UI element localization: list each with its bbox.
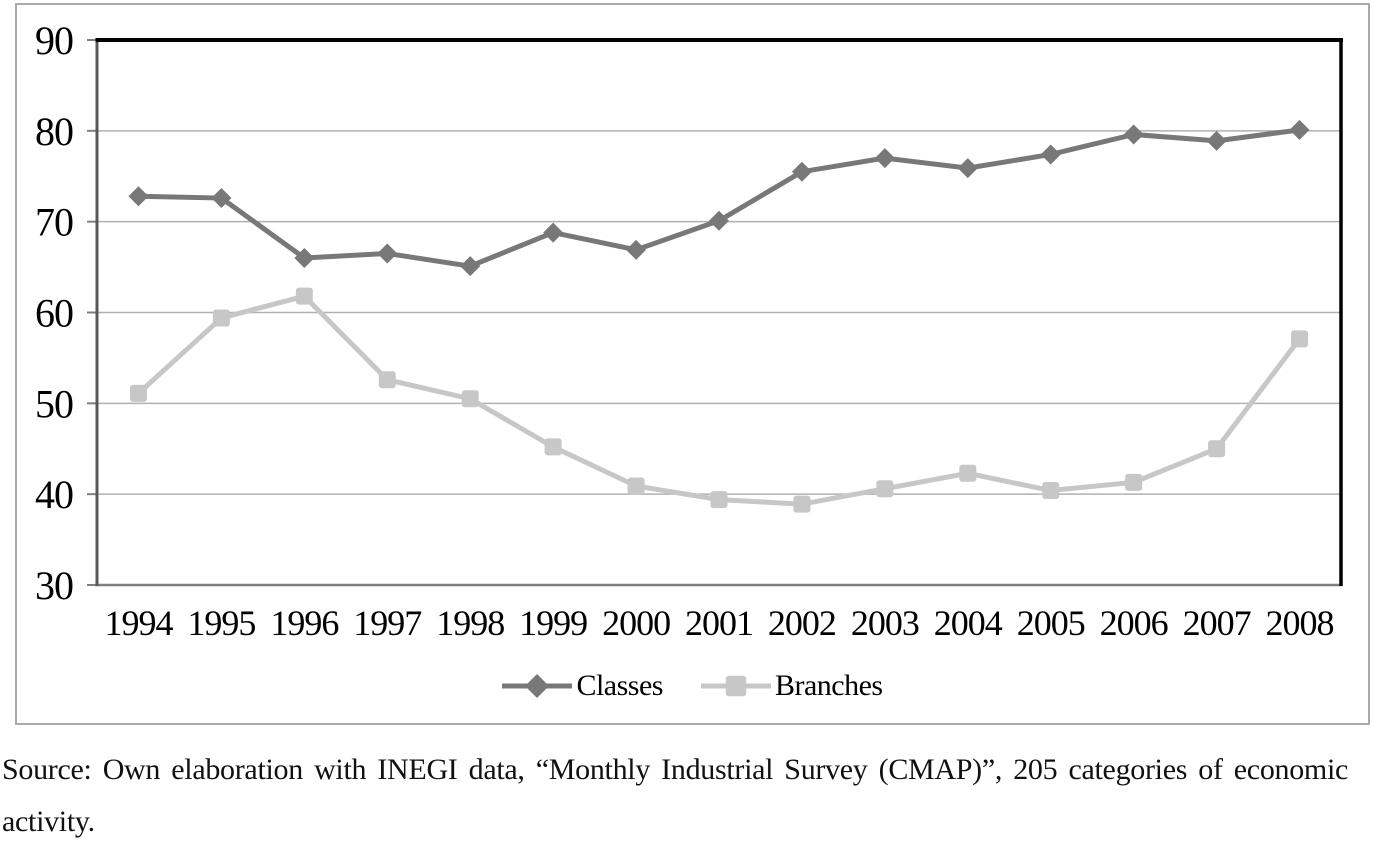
series-classes-marker [1123,124,1144,145]
series-branches-marker [378,371,396,389]
series-branches-marker [461,390,479,408]
legend: Classes Branches [17,660,1368,712]
series-branches-marker [544,438,562,456]
x-tick-label: 1995 [187,603,255,643]
x-tick-label: 2002 [768,603,836,643]
y-tick-label: 80 [35,109,73,154]
x-tick-label: 2005 [1017,603,1085,643]
series-classes-marker [294,248,315,268]
series-branches-marker [129,384,147,402]
series-branches-marker [212,309,230,327]
series-branches-marker [1125,473,1143,491]
source-note-line-1: Source: Own elaboration with INEGI data,… [2,753,1348,786]
series-branches-marker [876,480,894,498]
series-classes-marker [791,161,812,182]
x-tick-label: 2004 [934,603,1003,643]
y-tick-label: 50 [35,381,73,426]
series-branches-marker [1042,482,1060,500]
series-classes-marker [709,210,729,231]
branches-line-marker-icon [700,675,771,697]
legend-marker-shape [725,675,747,697]
y-tick-label: 40 [35,472,73,517]
x-tick-label: 1996 [270,603,338,643]
series-classes-marker [1289,119,1310,140]
x-tick-label: 2007 [1183,603,1251,643]
series-branches-marker [710,491,728,509]
series-branches-marker [1291,330,1309,348]
series-classes-marker [1206,130,1227,151]
series-branches-marker [959,464,977,482]
series-classes-marker [211,188,232,209]
x-tick-label: 1998 [436,603,504,643]
x-tick-label: 2000 [602,603,670,643]
y-tick-label: 30 [35,563,73,608]
series-classes-marker [377,243,398,264]
line-chart: 30 40 50 60 70 80 90 1994 1995 1996 1997 1998 1999 20… [35,18,1343,643]
figure-frame: 30 40 50 60 70 80 90 1994 1995 1996 1997 1998 1999 20… [15,3,1370,725]
series-branches-marker [793,495,811,513]
series-classes-marker [1040,144,1061,165]
x-tick-label: 2003 [851,603,919,643]
x-tick-label: 2008 [1266,603,1334,643]
x-tick-label: 2001 [685,603,753,643]
series-branches-marker [295,287,313,305]
series-classes-marker [626,239,647,260]
series-classes-marker [460,256,481,277]
y-tick-label: 70 [35,200,73,245]
legend-label-classes: Classes [576,669,663,702]
series-branches-marker [1208,440,1226,458]
x-tick-label: 1994 [104,603,173,643]
series-classes-marker [543,222,564,243]
legend-label-branches: Branches [774,669,883,702]
series-classes-marker [957,158,978,179]
legend-item-branches: Branches [700,669,883,703]
y-tick-label: 90 [35,18,73,63]
x-tick-label: 1997 [353,603,421,643]
legend-marker-shape [525,674,550,698]
legend-item-classes: Classes [502,669,663,703]
classes-line-marker-icon [502,674,573,698]
source-note: Source: Own elaboration with INEGI data,… [2,744,1348,842]
x-tick-label: 2006 [1100,603,1168,643]
source-note-line-2: activity. [2,805,95,838]
series-classes-marker [874,148,895,169]
series-branches-line [136,293,1302,507]
series-classes-line [138,127,1300,269]
y-tick-label: 60 [35,291,73,336]
series-classes-marker [128,186,149,207]
series-branches-marker [627,477,645,495]
x-tick-label: 1999 [519,603,587,643]
